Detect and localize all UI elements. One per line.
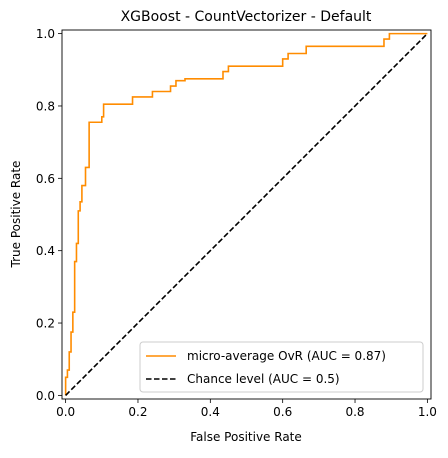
y-tick-label: 0.8 bbox=[36, 99, 55, 113]
x-tick-label: 1.0 bbox=[418, 405, 437, 419]
x-axis-label: False Positive Rate bbox=[190, 430, 302, 444]
y-tick-label: 0.6 bbox=[36, 172, 55, 186]
legend-label-roc: micro-average OvR (AUC = 0.87) bbox=[187, 349, 386, 363]
legend-box bbox=[139, 341, 424, 393]
x-tick-label: 0.0 bbox=[56, 405, 75, 419]
x-tick-label: 0.6 bbox=[273, 405, 292, 419]
x-tick-label: 0.8 bbox=[345, 405, 364, 419]
legend: micro-average OvR (AUC = 0.87) Chance le… bbox=[139, 341, 424, 393]
chance-level-line bbox=[65, 33, 428, 396]
roc-curve-line bbox=[64, 32, 428, 396]
y-tick-label: 1.0 bbox=[36, 27, 55, 41]
y-axis-label: True Positive Rate bbox=[9, 161, 23, 269]
x-axis: 0.0 0.2 0.4 0.6 0.8 1.0 bbox=[56, 399, 437, 419]
x-tick-label: 0.4 bbox=[201, 405, 220, 419]
y-tick-label: 0.0 bbox=[36, 389, 55, 403]
y-tick-label: 0.4 bbox=[36, 244, 55, 258]
y-tick-label: 0.2 bbox=[36, 317, 55, 331]
series-layer bbox=[64, 32, 428, 396]
legend-label-chance: Chance level (AUC = 0.5) bbox=[187, 372, 340, 386]
plot-frame bbox=[61, 29, 432, 400]
chart-title: XGBoost - CountVectorizer - Default bbox=[121, 9, 372, 25]
y-axis: 0.0 0.2 0.4 0.6 0.8 1.0 bbox=[36, 27, 62, 403]
x-tick-label: 0.2 bbox=[128, 405, 147, 419]
